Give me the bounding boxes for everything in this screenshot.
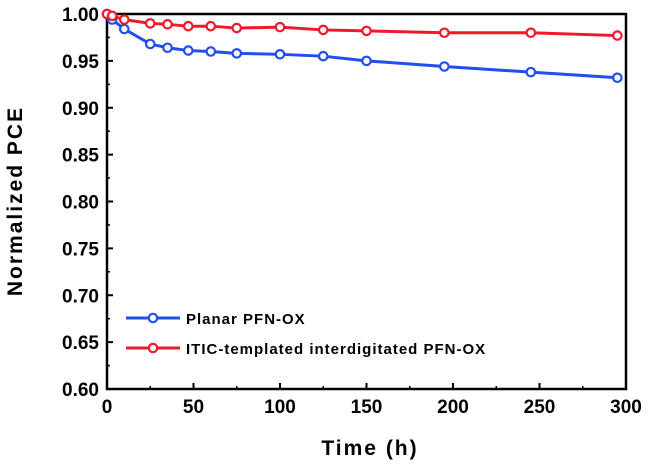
legend: Planar PFN-OX ITIC-templated interdigitat… (126, 311, 486, 358)
series-layer (101, 8, 623, 84)
y-tick-label: 0.65 (62, 333, 99, 354)
x-tick-label: 100 (264, 397, 296, 418)
x-axis-title: Time (h) (321, 437, 418, 460)
data-point (274, 49, 286, 60)
y-tick-label: 0.85 (62, 146, 99, 167)
data-point (144, 38, 156, 50)
series-1 (101, 8, 623, 84)
y-axis-title: Normalized PCE (4, 106, 27, 296)
data-point (119, 23, 130, 35)
data-point (612, 72, 623, 84)
data-point (205, 46, 217, 57)
data-point (119, 14, 130, 25)
x-tick-label: 150 (351, 397, 383, 418)
legend-marker (147, 312, 159, 324)
x-tick-label: 300 (610, 397, 642, 418)
data-point (231, 22, 243, 34)
data-point (144, 18, 156, 29)
data-point (439, 61, 450, 72)
data-point (183, 45, 194, 56)
data-point (106, 10, 118, 22)
y-tick-label: 0.80 (62, 193, 99, 214)
data-point (162, 42, 173, 54)
y-tick-label: 0.70 (62, 286, 99, 307)
data-point (317, 24, 329, 36)
data-point (183, 20, 194, 32)
x-tick-label: 200 (437, 397, 469, 418)
data-point (439, 27, 450, 39)
y-tick-label: 0.90 (62, 99, 99, 120)
data-point (205, 20, 217, 32)
data-point (525, 66, 537, 78)
x-tick-label: 250 (524, 397, 556, 418)
legend-entry: ITIC-templated interdigitated PFN-OX (126, 341, 486, 358)
axes: 0 50 100 150 200 250 300 0.60 0.65 0.70 0.75 0.80 0.… (62, 5, 642, 418)
data-point (525, 27, 537, 39)
legend-entry: Planar PFN-OX (126, 311, 306, 328)
y-tick-label: 0.75 (62, 239, 99, 260)
data-point (317, 50, 329, 62)
x-tick-label: 50 (183, 397, 204, 418)
data-point (274, 21, 286, 33)
data-point (612, 30, 623, 41)
x-tick-label: 0 (102, 397, 113, 418)
series-2 (101, 8, 623, 41)
y-tick-label: 0.95 (62, 52, 99, 73)
data-point (231, 48, 243, 59)
series-line (105, 12, 618, 80)
legend-label: Planar PFN-OX (186, 311, 306, 328)
data-point (361, 55, 372, 67)
y-tick-label: 0.60 (62, 380, 99, 401)
data-point (162, 19, 173, 30)
plot-frame (105, 12, 628, 391)
legend-marker (147, 342, 159, 354)
legend-label: ITIC-templated interdigitated PFN-OX (186, 341, 486, 358)
data-point (361, 25, 372, 37)
y-tick-label: 1.00 (62, 5, 99, 26)
